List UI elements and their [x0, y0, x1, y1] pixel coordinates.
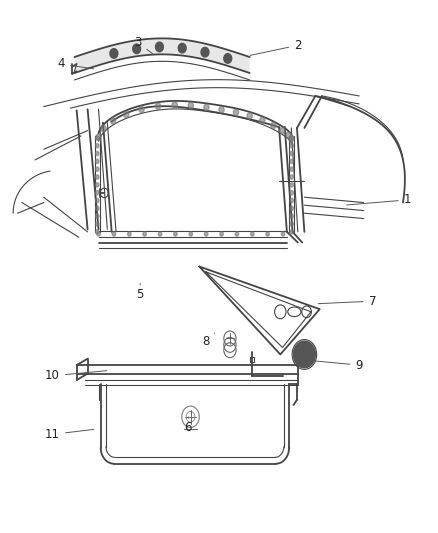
Circle shape [95, 222, 99, 226]
Text: 7: 7 [318, 295, 376, 308]
Circle shape [251, 232, 254, 236]
Circle shape [96, 134, 101, 141]
Circle shape [247, 112, 252, 119]
Circle shape [286, 132, 291, 138]
Circle shape [158, 232, 162, 236]
Circle shape [293, 341, 315, 368]
Text: 1: 1 [346, 193, 411, 206]
Circle shape [95, 183, 99, 187]
Circle shape [95, 230, 99, 234]
Circle shape [172, 102, 177, 108]
Circle shape [110, 49, 118, 58]
Circle shape [219, 107, 224, 113]
Circle shape [290, 159, 293, 164]
Circle shape [290, 183, 293, 187]
Circle shape [95, 191, 99, 195]
Circle shape [290, 143, 293, 148]
Text: 2: 2 [250, 39, 302, 55]
Text: 11: 11 [45, 428, 94, 441]
Circle shape [290, 167, 293, 171]
Circle shape [260, 117, 265, 124]
Circle shape [155, 103, 161, 109]
Circle shape [204, 104, 209, 110]
Text: 6: 6 [184, 417, 192, 434]
Circle shape [189, 232, 193, 236]
Circle shape [110, 118, 116, 124]
Circle shape [281, 232, 285, 236]
Circle shape [290, 230, 293, 234]
Circle shape [290, 214, 293, 219]
Circle shape [290, 175, 293, 179]
Circle shape [290, 198, 293, 203]
Circle shape [112, 232, 116, 236]
Circle shape [95, 198, 99, 203]
Circle shape [139, 106, 144, 112]
Circle shape [224, 54, 232, 63]
Circle shape [95, 159, 99, 164]
Circle shape [290, 222, 293, 226]
Circle shape [155, 42, 163, 52]
Circle shape [95, 206, 99, 211]
Circle shape [290, 191, 293, 195]
Circle shape [133, 44, 141, 54]
Text: 9: 9 [305, 359, 363, 372]
Circle shape [143, 232, 146, 236]
Text: 8: 8 [202, 333, 215, 348]
Circle shape [178, 43, 186, 53]
Polygon shape [74, 38, 250, 73]
Circle shape [220, 232, 223, 236]
Text: 4: 4 [57, 58, 94, 70]
Circle shape [290, 151, 293, 156]
Text: 10: 10 [45, 369, 107, 382]
Circle shape [95, 214, 99, 219]
Circle shape [280, 127, 285, 134]
Circle shape [95, 143, 99, 148]
Circle shape [95, 151, 99, 156]
Text: 5: 5 [137, 284, 144, 301]
Circle shape [205, 232, 208, 236]
Circle shape [266, 232, 269, 236]
Circle shape [271, 122, 276, 128]
Circle shape [188, 102, 194, 109]
Circle shape [235, 232, 239, 236]
Circle shape [124, 111, 129, 118]
Circle shape [127, 232, 131, 236]
Circle shape [290, 206, 293, 211]
Circle shape [101, 125, 106, 132]
Circle shape [233, 109, 239, 116]
Circle shape [289, 135, 294, 142]
Circle shape [97, 232, 100, 236]
Circle shape [95, 167, 99, 171]
Circle shape [95, 136, 99, 140]
Circle shape [95, 175, 99, 179]
Circle shape [290, 136, 293, 140]
Circle shape [174, 232, 177, 236]
Text: 3: 3 [134, 36, 153, 54]
Circle shape [201, 47, 209, 57]
